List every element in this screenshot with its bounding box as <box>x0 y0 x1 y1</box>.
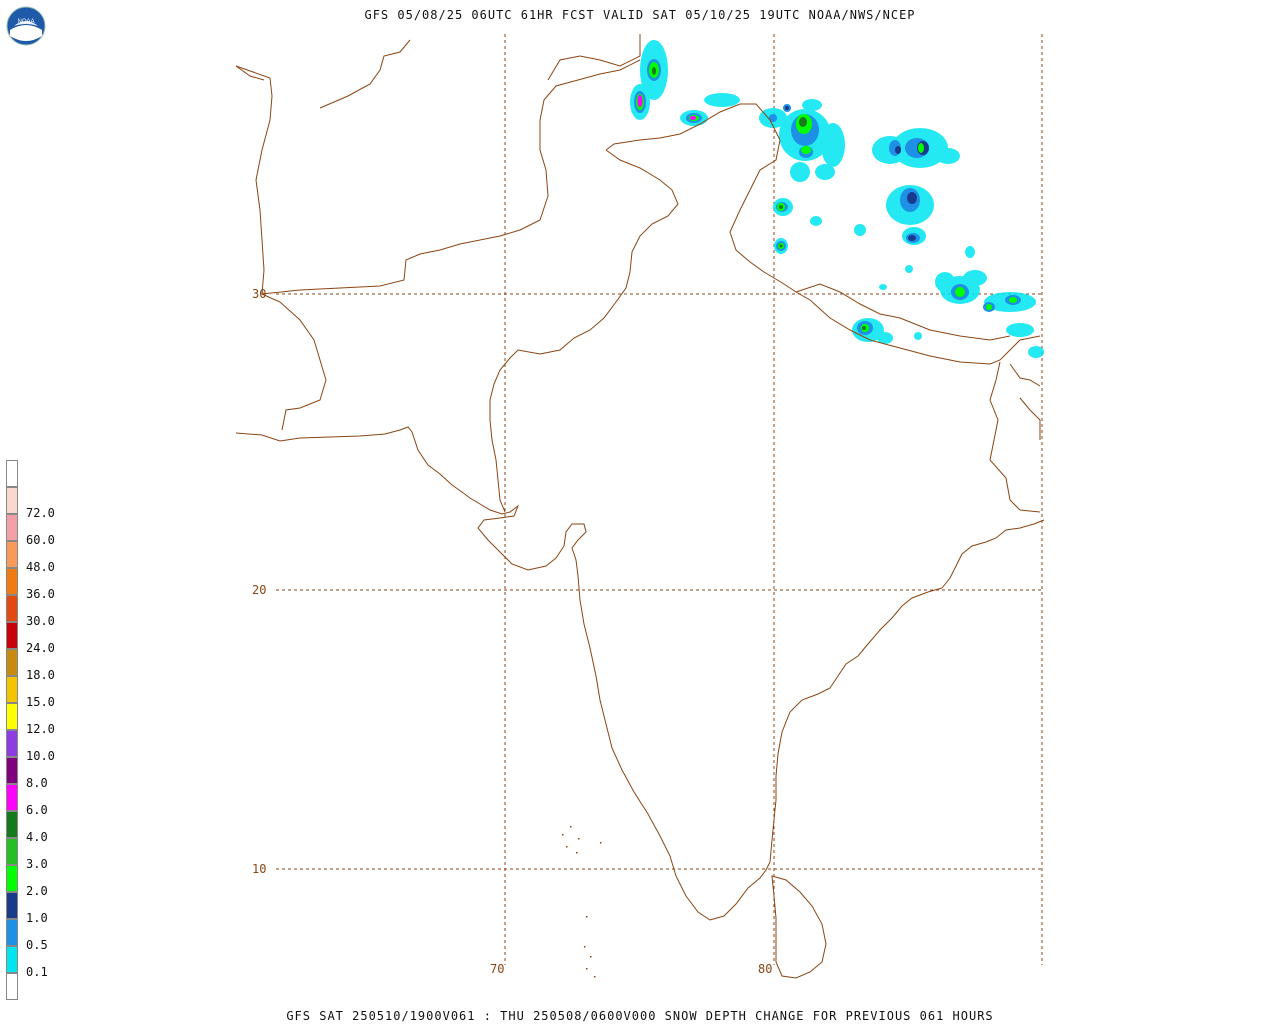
legend-swatch <box>6 892 18 919</box>
legend-label: 60.0 <box>26 533 55 547</box>
border-north-afghanistan <box>319 39 411 109</box>
legend-label: 0.1 <box>26 965 48 979</box>
legend-label: 10.0 <box>26 749 55 763</box>
border-iran-afghanistan <box>235 65 265 81</box>
border-kashmir <box>605 103 797 293</box>
legend-swatch <box>6 487 18 514</box>
boundaries <box>235 34 1045 979</box>
lat-label-30: 30 <box>252 287 267 301</box>
legend-swatch <box>6 568 18 595</box>
legend-label: 30.0 <box>26 614 55 628</box>
border-afghan-pakistan <box>261 59 641 295</box>
legend-label: 48.0 <box>26 560 55 574</box>
legend-label: 36.0 <box>26 587 55 601</box>
legend-swatch <box>6 811 18 838</box>
islands <box>562 826 602 978</box>
legend-swatch <box>6 514 18 541</box>
lat-label-20: 20 <box>252 583 267 597</box>
border-nepal-india <box>795 291 1041 365</box>
legend-swatch <box>6 838 18 865</box>
svg-text:NOAA: NOAA <box>17 19 34 25</box>
border-afghanistan <box>235 65 327 431</box>
border-myanmar <box>1019 397 1041 440</box>
legend-label: 15.0 <box>26 695 55 709</box>
graticule <box>276 34 1043 965</box>
legend-swatch <box>6 676 18 703</box>
border-northeast <box>1009 363 1041 387</box>
lat-label-10: 10 <box>252 862 267 876</box>
map-caption: GFS SAT 250510/1900V061 : THU 250508/060… <box>286 1009 994 1023</box>
lon-label-70: 70 <box>490 962 505 976</box>
legend-swatch <box>6 946 18 973</box>
legend-label: 4.0 <box>26 830 48 844</box>
legend-swatch <box>6 973 18 1000</box>
legend-swatch <box>6 919 18 946</box>
lon-label-80: 80 <box>758 962 773 976</box>
snow-depth-shading <box>630 40 1044 358</box>
legend-label: 3.0 <box>26 857 48 871</box>
coastline-sri-lanka <box>771 875 827 979</box>
coastline-west <box>235 426 771 921</box>
map-title: GFS 05/08/25 06UTC 61HR FCST VALID SAT 0… <box>364 8 916 22</box>
legend-swatch <box>6 595 18 622</box>
legend-label: 24.0 <box>26 641 55 655</box>
legend-swatch <box>6 460 18 487</box>
legend-label: 6.0 <box>26 803 48 817</box>
legend-swatch <box>6 703 18 730</box>
legend-label: 18.0 <box>26 668 55 682</box>
legend-swatch <box>6 622 18 649</box>
legend-label: 8.0 <box>26 776 48 790</box>
border-tajikistan <box>547 34 641 81</box>
legend-swatch <box>6 757 18 784</box>
noaa-logo-icon: NOAA <box>6 6 46 46</box>
legend-label: 2.0 <box>26 884 48 898</box>
border-bangladesh <box>989 361 1041 513</box>
legend-swatch <box>6 730 18 757</box>
legend-label: 12.0 <box>26 722 55 736</box>
border-tibet-nepal <box>795 283 1011 341</box>
legend-label: 0.5 <box>26 938 48 952</box>
border-pakistan-india <box>489 149 679 513</box>
legend-swatch <box>6 865 18 892</box>
legend-label: 72.0 <box>26 506 55 520</box>
legend-label: 1.0 <box>26 911 48 925</box>
legend-swatch <box>6 784 18 811</box>
legend-swatch <box>6 541 18 568</box>
legend-swatch <box>6 649 18 676</box>
coastline-east <box>769 519 1045 863</box>
